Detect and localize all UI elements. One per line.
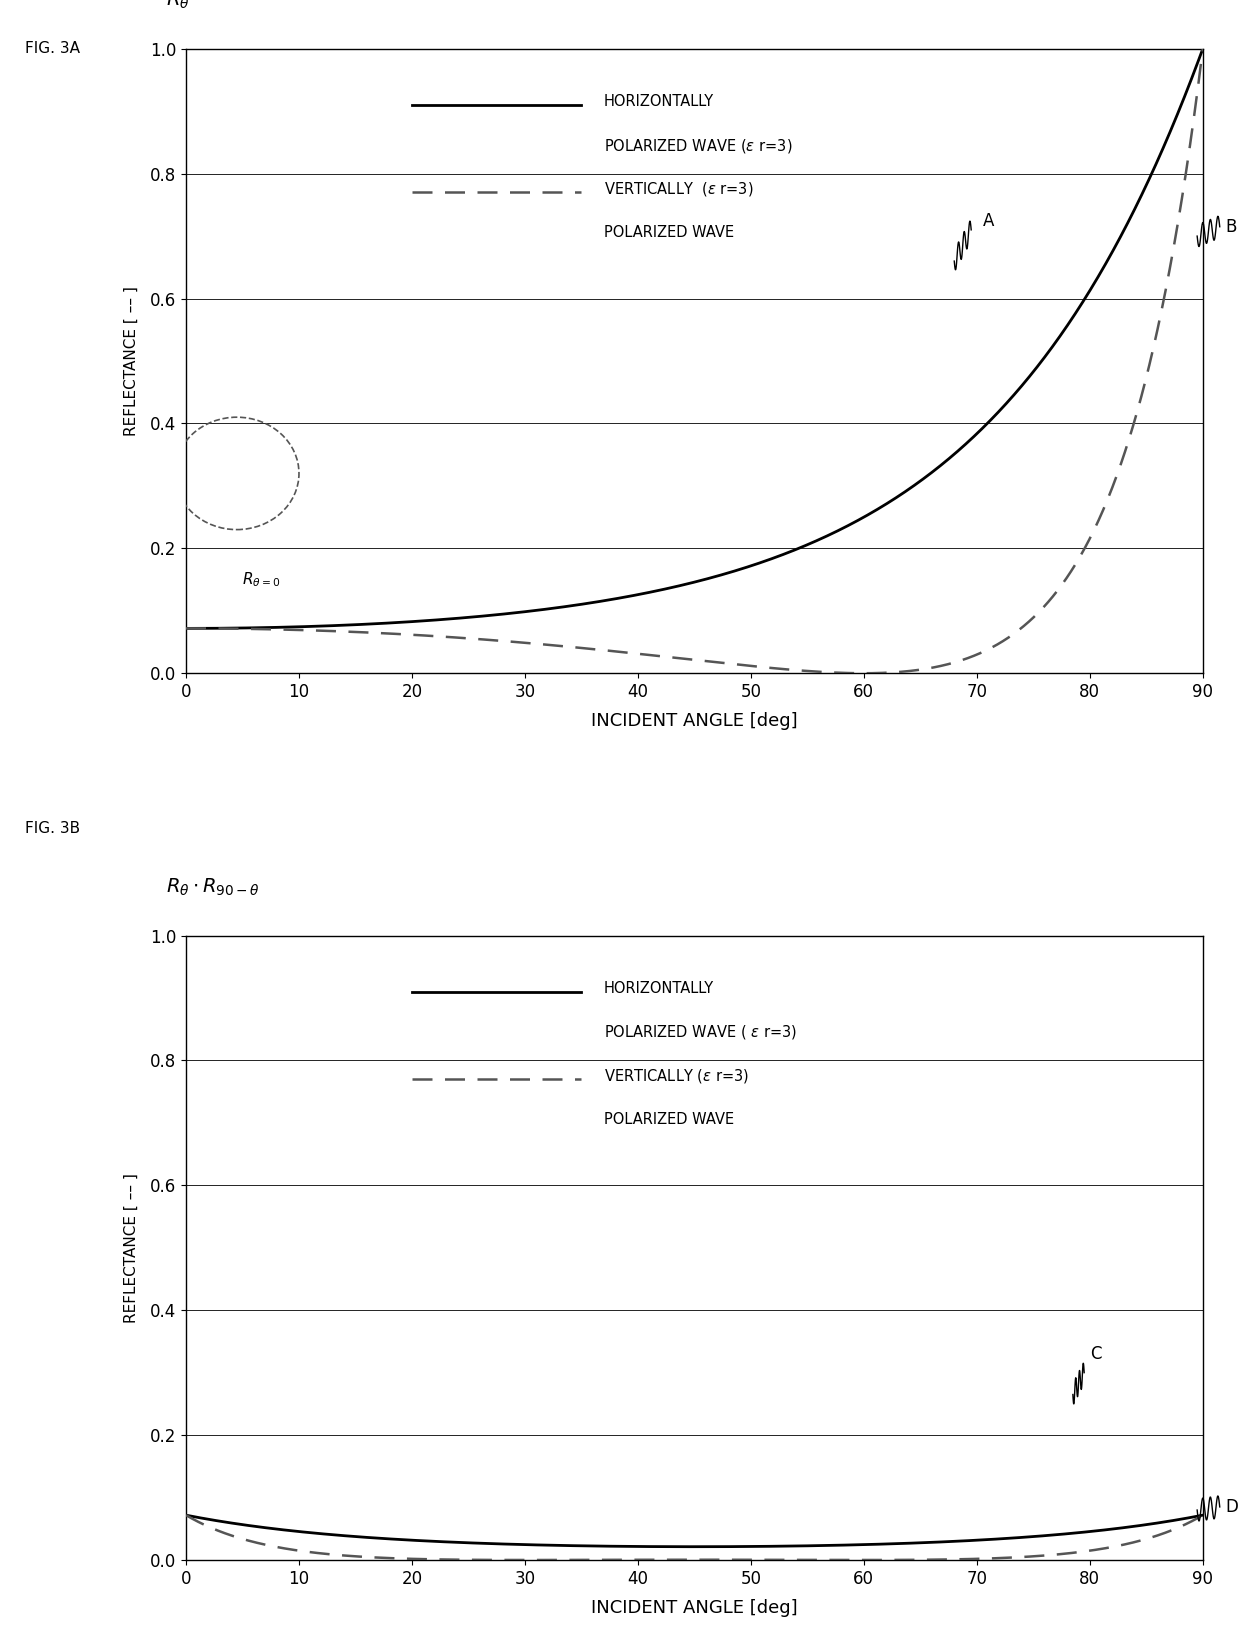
Y-axis label: REFLECTANCE [ –– ]: REFLECTANCE [ –– ] xyxy=(124,286,139,436)
Text: HORIZONTALLY: HORIZONTALLY xyxy=(604,982,714,996)
Text: C: C xyxy=(1090,1346,1101,1363)
Text: $R_{\theta} \cdot R_{90-\theta}$: $R_{\theta} \cdot R_{90-\theta}$ xyxy=(166,878,259,899)
Text: VERTICALLY  ($\varepsilon$ r=3): VERTICALLY ($\varepsilon$ r=3) xyxy=(604,180,754,198)
X-axis label: INCIDENT ANGLE [deg]: INCIDENT ANGLE [deg] xyxy=(591,1599,797,1617)
Text: $R_{\theta}$: $R_{\theta}$ xyxy=(166,0,190,11)
Y-axis label: REFLECTANCE [ –– ]: REFLECTANCE [ –– ] xyxy=(124,1173,139,1323)
Text: $R_{\theta=0}$: $R_{\theta=0}$ xyxy=(243,570,280,588)
Text: POLARIZED WAVE ( $\varepsilon$ r=3): POLARIZED WAVE ( $\varepsilon$ r=3) xyxy=(604,1024,797,1042)
Text: VERTICALLY ($\varepsilon$ r=3): VERTICALLY ($\varepsilon$ r=3) xyxy=(604,1068,749,1086)
Text: FIG. 3B: FIG. 3B xyxy=(25,821,79,835)
Text: FIG. 3A: FIG. 3A xyxy=(25,41,79,55)
Text: POLARIZED WAVE ($\varepsilon$ r=3): POLARIZED WAVE ($\varepsilon$ r=3) xyxy=(604,136,792,154)
Text: POLARIZED WAVE: POLARIZED WAVE xyxy=(604,226,734,240)
X-axis label: INCIDENT ANGLE [deg]: INCIDENT ANGLE [deg] xyxy=(591,712,797,730)
Text: A: A xyxy=(982,213,994,231)
Text: B: B xyxy=(1225,218,1236,236)
Text: D: D xyxy=(1225,1498,1239,1516)
Text: HORIZONTALLY: HORIZONTALLY xyxy=(604,94,714,109)
Text: POLARIZED WAVE: POLARIZED WAVE xyxy=(604,1112,734,1128)
